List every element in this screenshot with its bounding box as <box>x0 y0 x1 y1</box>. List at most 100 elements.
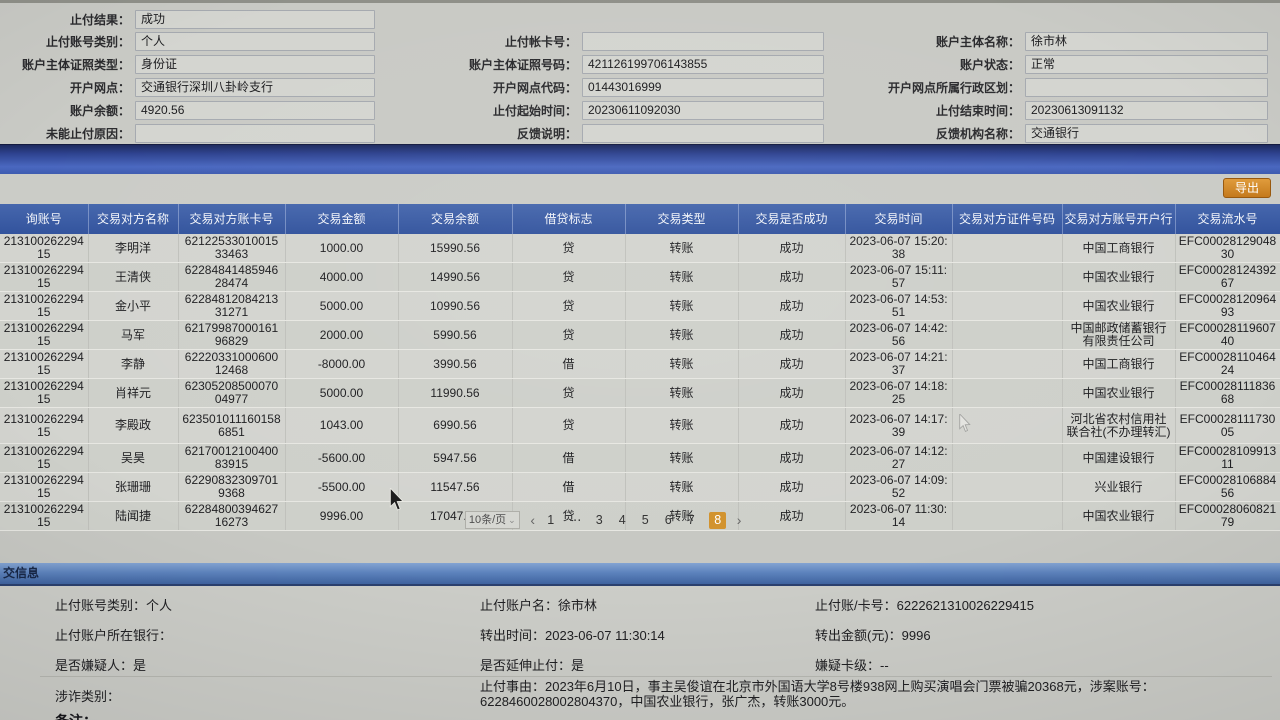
page-size-label: 10条/页 <box>468 514 507 526</box>
transactions-table: 询账号 交易对方名称 交易对方账卡号 交易金额 交易余额 借贷标志 交易类型 交易是否成功 交易… <box>0 204 1280 531</box>
cell-balance: 11547.56 <box>398 472 513 502</box>
next-page-button[interactable]: › <box>736 512 742 528</box>
table-row[interactable]: 21310026229415 李殿政 6235010111601586851 1… <box>0 407 1280 444</box>
cell-debit-credit-flag: 贷 <box>512 234 626 263</box>
cell-balance: 11990.56 <box>398 378 513 408</box>
column-header[interactable]: 交易对方证件号码 <box>952 204 1063 234</box>
cell-counterparty-name: 吴昊 <box>88 443 179 473</box>
field-value[interactable] <box>135 124 375 143</box>
column-header[interactable]: 询账号 <box>0 204 89 234</box>
field-label: 开户网点代码： <box>492 81 577 95</box>
cell-tx-type: 转账 <box>625 234 739 263</box>
column-header[interactable]: 交易金额 <box>285 204 399 234</box>
field-label: 账户状态： <box>959 58 1020 72</box>
column-header[interactable]: 交易是否成功 <box>738 204 846 234</box>
field-label: 账户主体名称： <box>935 35 1020 49</box>
cell-query-account: 21310026229415 <box>0 349 89 379</box>
cell-tx-success: 成功 <box>738 443 846 473</box>
column-header[interactable]: 借贷标志 <box>512 204 626 234</box>
cell-counterparty-card: 6228481208421331271 <box>178 291 286 321</box>
field-value[interactable]: 身份证 <box>135 55 375 74</box>
table-row[interactable]: 21310026229415 张珊珊 622908323097019368 -5… <box>0 472 1280 502</box>
cell-amount: -8000.00 <box>285 349 399 379</box>
cell-counterparty-name: 张珊珊 <box>88 472 179 502</box>
cell-debit-credit-flag: 贷 <box>512 291 626 321</box>
field-value[interactable]: 421126199706143855 <box>582 55 824 74</box>
cell-query-account: 21310026229415 <box>0 234 89 263</box>
field-value[interactable]: 交通银行深圳八卦岭支行 <box>135 78 375 97</box>
page-number-button[interactable]: ⋯ <box>568 512 582 527</box>
detail-field: 转出金额(元)：9996 <box>815 627 931 643</box>
table-row[interactable]: 21310026229415 王清侠 6228484148594628474 4… <box>0 262 1280 292</box>
cell-balance: 5947.56 <box>398 443 513 473</box>
cell-tx-success: 成功 <box>738 349 846 379</box>
field-label: 止付结果： <box>69 12 130 27</box>
cell-tx-serial: EFC0002812096493 <box>1175 291 1280 321</box>
column-header[interactable]: 交易流水号 <box>1175 204 1280 234</box>
page-number-button[interactable]: 8 <box>709 511 727 529</box>
field-value[interactable]: 01443016999 <box>582 78 824 97</box>
form-row: 止付结果： 成功 <box>0 8 1280 30</box>
column-header[interactable]: 交易对方账卡号 <box>178 204 286 234</box>
cell-tx-type: 转账 <box>625 443 739 473</box>
table-row[interactable]: 21310026229415 肖祥元 6230520850007004977 5… <box>0 378 1280 408</box>
table-row[interactable]: 21310026229415 李静 6222033100060012468 -8… <box>0 349 1280 379</box>
field-value[interactable]: 20230613091132 <box>1025 101 1268 120</box>
field-value[interactable]: 交通银行 <box>1025 124 1268 143</box>
cell-counterparty-card: 6212253301001533463 <box>178 234 286 263</box>
cell-query-account: 21310026229415 <box>0 320 89 350</box>
page-size-select[interactable]: 10条/页 ⌄ <box>464 511 520 529</box>
column-header[interactable]: 交易对方账号开户行 <box>1062 204 1176 234</box>
cell-counterparty-bank: 兴业银行 <box>1062 472 1176 502</box>
export-button[interactable]: 导出 <box>1222 178 1271 198</box>
field-label: 开户网点： <box>69 81 130 95</box>
page-number-button[interactable]: 3 <box>595 512 603 527</box>
cell-tx-serial: EFC0002811046424 <box>1175 349 1280 379</box>
cell-amount: 5000.00 <box>285 291 399 321</box>
field-label: 开户网点所属行政区划： <box>887 81 1020 95</box>
prev-page-button[interactable]: ‹ <box>530 512 536 528</box>
page-number-button[interactable]: 4 <box>618 512 626 527</box>
field-value[interactable]: 徐市林 <box>1025 32 1268 51</box>
column-header[interactable]: 交易时间 <box>845 204 953 234</box>
page-number-button[interactable]: 6 <box>664 512 672 527</box>
table-row[interactable]: 21310026229415 马军 6217998700016196829 20… <box>0 320 1280 350</box>
divider-line <box>40 676 1272 677</box>
pagination: 10条/页 ⌄ ‹ 1 ⋯ 3 4 5 6 7 8 › <box>0 507 1280 533</box>
cell-balance: 15990.56 <box>398 234 513 263</box>
column-header[interactable]: 交易对方名称 <box>88 204 179 234</box>
cell-counterparty-bank: 中国农业银行 <box>1062 378 1176 408</box>
cell-tx-serial: EFC0002810688456 <box>1175 472 1280 502</box>
page-number-button[interactable]: 5 <box>641 512 649 527</box>
column-header[interactable]: 交易类型 <box>625 204 739 234</box>
cell-tx-time: 2023-06-07 15:20:38 <box>845 234 953 263</box>
cell-tx-success: 成功 <box>738 407 846 444</box>
table-toolbar: 导出 <box>0 174 1280 204</box>
field-value[interactable] <box>1025 78 1268 97</box>
table-row[interactable]: 21310026229415 吴昊 6217001210040083915 -5… <box>0 443 1280 473</box>
table-row[interactable]: 21310026229415 金小平 6228481208421331271 5… <box>0 291 1280 321</box>
cell-tx-time: 2023-06-07 14:18:25 <box>845 378 953 408</box>
field-value[interactable]: 20230611092030 <box>582 101 824 120</box>
cell-counterparty-id <box>952 378 1063 408</box>
field-value[interactable] <box>582 32 824 51</box>
cell-tx-type: 转账 <box>625 472 739 502</box>
column-header[interactable]: 交易余额 <box>398 204 513 234</box>
detail-row: 止付账户所在银行： 转出时间：2023-06-07 11:30:14 转出金额(… <box>0 619 1280 649</box>
stop-result-field[interactable]: 成功 <box>135 9 375 29</box>
field-value[interactable] <box>582 124 824 143</box>
cell-tx-success: 成功 <box>738 291 846 321</box>
note-label-partial: 备注： <box>55 711 97 720</box>
field-value[interactable]: 正常 <box>1025 55 1268 74</box>
field-value[interactable]: 4920.56 <box>135 101 375 120</box>
page-number-button[interactable]: 7 <box>687 512 695 527</box>
field-value[interactable]: 个人 <box>135 32 375 51</box>
cell-tx-success: 成功 <box>738 472 846 502</box>
detail-rows: 止付账号类别：个人 止付账户名：徐市林 止付账/卡号：6222621310026… <box>0 586 1280 679</box>
table-row[interactable]: 21310026229415 陆闻捷 6228480039462716273 9… <box>0 501 1280 531</box>
page-number-button[interactable]: 1 <box>547 512 555 527</box>
detail-field: 转出时间：2023-06-07 11:30:14 <box>480 627 665 643</box>
form-row: 账户余额： 4920.56 止付起始时间： 20230611092030 止付结… <box>0 99 1280 122</box>
cell-counterparty-id <box>952 501 1063 531</box>
table-row[interactable]: 21310026229415 李明洋 6212253301001533463 1… <box>0 234 1280 263</box>
